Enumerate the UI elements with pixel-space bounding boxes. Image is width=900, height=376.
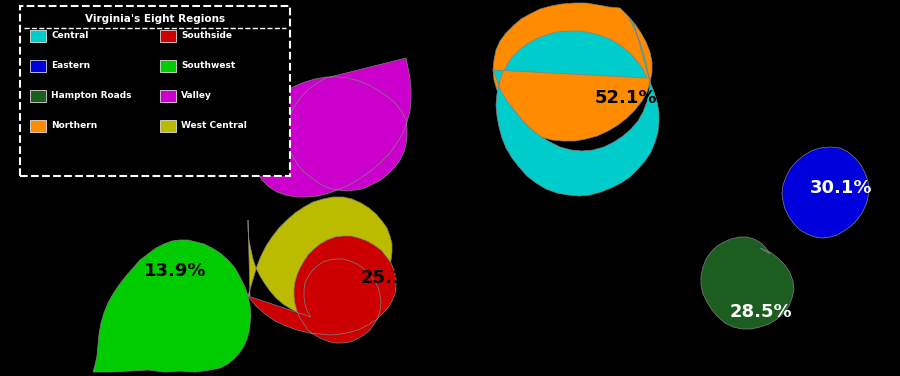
Text: Valley: Valley <box>181 91 211 100</box>
Text: 32.3%: 32.3% <box>558 202 621 220</box>
Text: 23.1%: 23.1% <box>396 164 459 182</box>
FancyBboxPatch shape <box>20 6 290 176</box>
FancyBboxPatch shape <box>160 120 176 132</box>
Text: Hampton Roads: Hampton Roads <box>51 91 131 100</box>
Text: 30.1%: 30.1% <box>810 179 873 197</box>
Text: 25.3%: 25.3% <box>360 269 423 287</box>
Polygon shape <box>493 16 659 196</box>
Text: 13.9%: 13.9% <box>144 262 207 280</box>
Polygon shape <box>248 236 396 343</box>
Text: Central: Central <box>51 30 88 39</box>
Text: Southwest: Southwest <box>181 61 235 70</box>
Text: 52.1%: 52.1% <box>594 89 657 107</box>
FancyBboxPatch shape <box>160 30 176 42</box>
FancyBboxPatch shape <box>30 120 46 132</box>
Text: 13.5%: 13.5% <box>468 307 531 325</box>
Text: Southside: Southside <box>181 30 232 39</box>
Text: Northern: Northern <box>51 120 97 129</box>
Polygon shape <box>701 237 794 329</box>
FancyBboxPatch shape <box>30 90 46 102</box>
Text: Eastern: Eastern <box>51 61 90 70</box>
Text: Virginia's Eight Regions: Virginia's Eight Regions <box>85 14 225 24</box>
FancyBboxPatch shape <box>160 90 176 102</box>
Polygon shape <box>93 240 251 372</box>
Text: West Central: West Central <box>181 120 247 129</box>
Polygon shape <box>782 147 869 238</box>
FancyBboxPatch shape <box>160 60 176 72</box>
Polygon shape <box>248 197 392 317</box>
Text: 28.5%: 28.5% <box>729 303 792 321</box>
FancyBboxPatch shape <box>30 60 46 72</box>
Polygon shape <box>493 3 652 141</box>
FancyBboxPatch shape <box>30 30 46 42</box>
Polygon shape <box>251 58 411 197</box>
